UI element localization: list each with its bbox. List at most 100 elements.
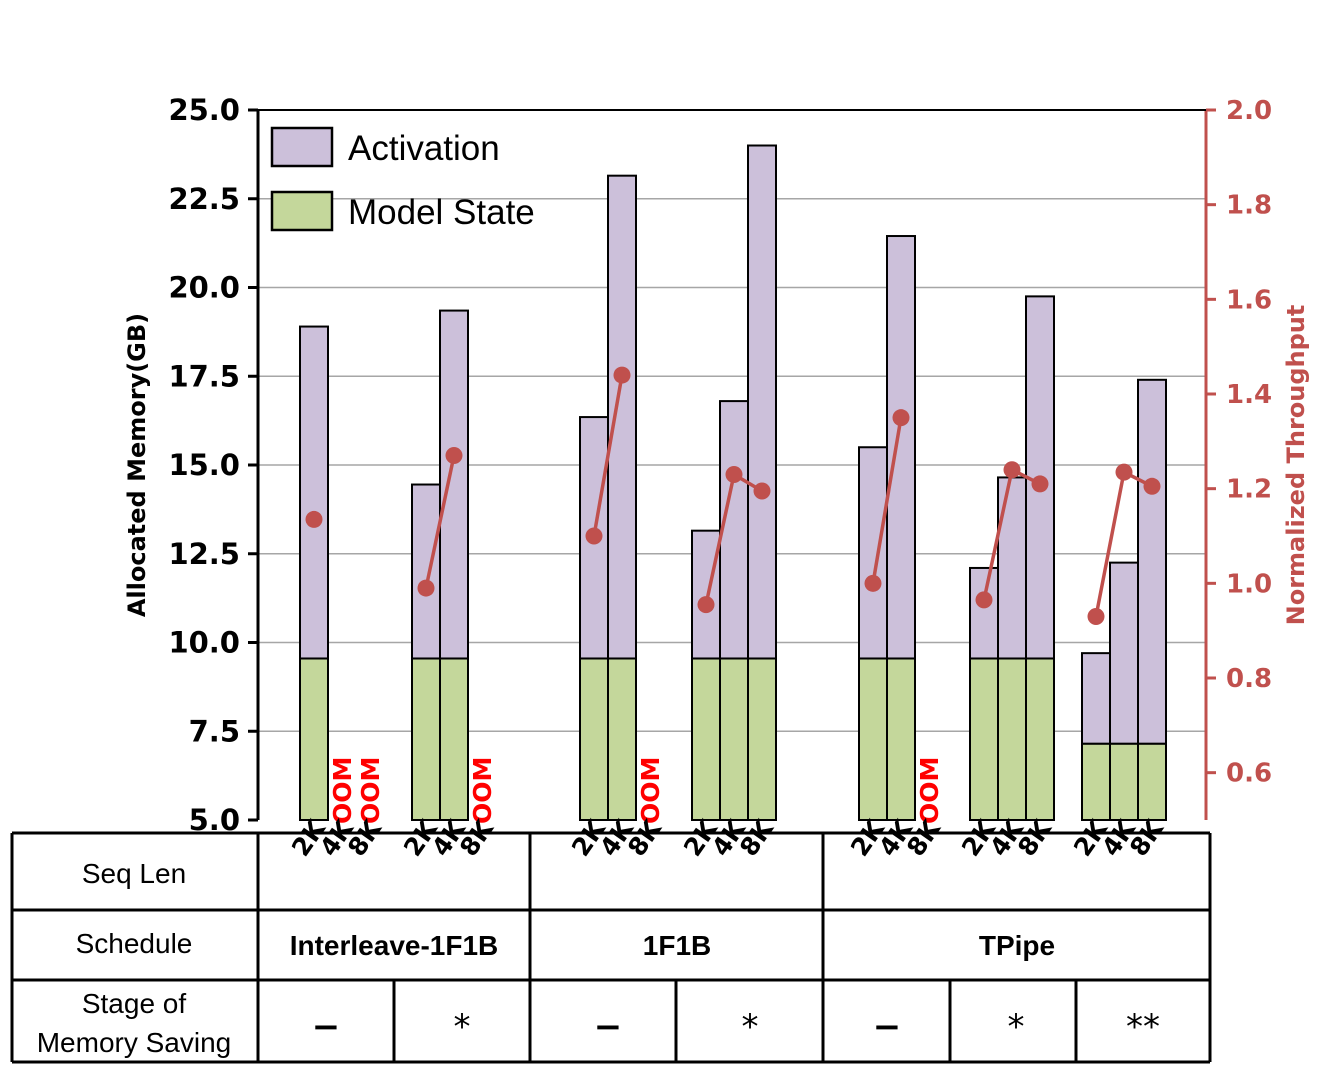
schedule-1f1b: 1F1B xyxy=(643,930,711,961)
bar-model-state xyxy=(886,657,916,821)
throughput-point xyxy=(1115,463,1133,481)
stage-cell: * xyxy=(742,1007,759,1047)
y-tick-label: 7.5 xyxy=(189,714,240,748)
bar-activation xyxy=(886,235,916,660)
stage-cell: ** xyxy=(1126,1007,1160,1047)
y-tick-label: 15.0 xyxy=(168,448,240,482)
oom-label: OOM xyxy=(636,757,665,824)
bar-model-state xyxy=(997,657,1027,821)
throughput-line xyxy=(424,455,456,589)
throughput-point xyxy=(697,596,715,614)
throughput-point xyxy=(445,447,463,465)
stage-cell: * xyxy=(454,1007,471,1047)
y2-tick-label: 0.6 xyxy=(1226,759,1272,789)
y-tick-label: 17.5 xyxy=(168,359,240,393)
throughput-point xyxy=(753,482,771,500)
throughput-point xyxy=(417,579,435,597)
stage-cells: − * − * − * ** xyxy=(312,1007,1160,1047)
stage-cell: − xyxy=(873,1007,902,1047)
bar-activation xyxy=(1109,561,1139,745)
bar-model-state xyxy=(439,657,469,821)
bar-model-state xyxy=(1025,657,1055,821)
bars: OOM OOM OOM OOM OOM xyxy=(299,144,1167,824)
axes: 5.0 7.5 10.0 12.5 15.0 17.5 20.0 22.5 25.0 0.6 0.8… xyxy=(168,93,1272,837)
legend-label-model-state: Model State xyxy=(348,193,535,232)
throughput-lines xyxy=(305,366,1161,625)
y-tick-label: 12.5 xyxy=(168,537,240,571)
bar-activation xyxy=(607,174,637,660)
oom-label: OOM xyxy=(915,757,944,824)
y2-tick-label: 1.8 xyxy=(1226,191,1272,221)
bar-model-state xyxy=(579,657,609,821)
bar-model-state xyxy=(411,657,441,821)
stage-cell: − xyxy=(312,1007,341,1047)
bar-model-state xyxy=(607,657,637,821)
legend-swatch-model-state xyxy=(270,190,334,232)
bar-model-state xyxy=(691,657,721,821)
y-tick-label: 25.0 xyxy=(168,93,240,127)
bar-model-state xyxy=(719,657,749,821)
bar-activation xyxy=(299,325,329,660)
y-tick-label: 20.0 xyxy=(168,271,240,305)
y2-tick-label: 1.2 xyxy=(1226,475,1272,505)
schedule-interleave-1f1b: Interleave-1F1B xyxy=(290,930,499,961)
throughput-point xyxy=(1143,477,1161,495)
throughput-point xyxy=(1087,607,1105,625)
bar-activation xyxy=(858,446,888,660)
row-label-stage-line2: Memory Saving xyxy=(37,1027,232,1058)
throughput-point xyxy=(585,527,603,545)
row-label-seq-len: Seq Len xyxy=(82,858,186,889)
row-label-stage-line1: Stage of xyxy=(82,988,187,1019)
throughput-point xyxy=(1003,461,1021,479)
bar-model-state xyxy=(747,657,777,821)
bar-activation xyxy=(1137,378,1167,745)
schedule-tpipe: TPipe xyxy=(979,930,1055,961)
bar-activation xyxy=(439,309,469,660)
bar-model-state xyxy=(1137,742,1167,821)
bar-activation xyxy=(747,144,777,660)
y2-tick-label: 1.6 xyxy=(1226,285,1272,315)
oom-label: OOM xyxy=(328,757,357,824)
stage-cell: * xyxy=(1008,1007,1025,1047)
bar-model-state xyxy=(1081,742,1111,821)
throughput-point xyxy=(613,366,631,384)
bar-activation xyxy=(969,566,999,660)
bar-model-state xyxy=(969,657,999,821)
bar-activation xyxy=(719,400,749,660)
y-tick-label: 22.5 xyxy=(168,182,240,216)
bar-model-state xyxy=(299,657,329,821)
bar-activation xyxy=(1081,652,1111,745)
bar-activation xyxy=(411,483,441,660)
bar-model-state xyxy=(858,657,888,821)
y2-tick-label: 1.4 xyxy=(1226,380,1272,410)
throughput-line xyxy=(871,417,903,584)
bar-activation xyxy=(691,529,721,660)
row-label-schedule: Schedule xyxy=(76,928,193,959)
y-tick-label: 5.0 xyxy=(189,803,240,837)
throughput-line xyxy=(592,374,624,537)
y-tick-label: 10.0 xyxy=(168,626,240,660)
oom-label: OOM xyxy=(356,757,385,824)
bar-model-state xyxy=(1109,742,1139,821)
bar-activation xyxy=(997,476,1027,660)
throughput-point xyxy=(975,591,993,609)
throughput-point xyxy=(725,465,743,483)
y2-axis-label: Normalized Throughput xyxy=(1282,305,1310,626)
legend-label-activation: Activation xyxy=(348,129,500,168)
y-axis-label: Allocated Memory(GB) xyxy=(123,313,151,617)
throughput-point xyxy=(892,409,910,427)
throughput-point xyxy=(864,574,882,592)
throughput-point xyxy=(305,510,323,528)
y2-tick-label: 0.8 xyxy=(1226,664,1272,694)
table-grid xyxy=(10,831,1212,1064)
y2-tick-label: 2.0 xyxy=(1226,96,1272,126)
stage-cell: − xyxy=(594,1007,623,1047)
y2-tick-label: 1.0 xyxy=(1226,569,1272,599)
legend-swatch-activation xyxy=(270,126,334,168)
oom-label: OOM xyxy=(468,757,497,824)
throughput-point xyxy=(1031,475,1049,493)
legend: Activation Model State xyxy=(270,126,535,232)
config-table: Seq Len Schedule Stage of Memory Saving … xyxy=(10,813,1212,1064)
